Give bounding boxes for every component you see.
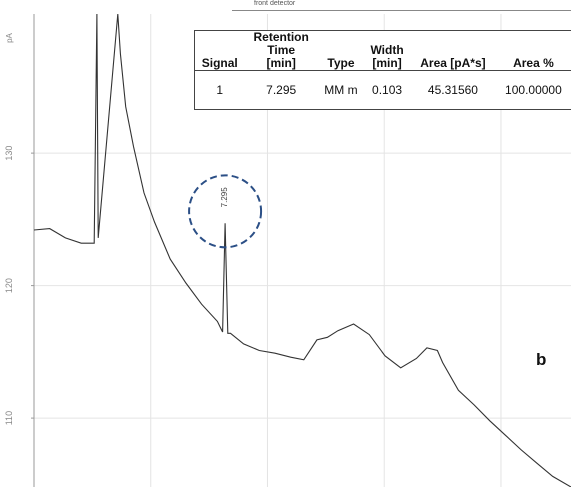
table-header-cell: Width [min] [364,31,410,71]
table-header-row: Signal Retention Time [min] Type Width [min] Ar… [195,31,571,71]
y-axis-label: pA [5,32,14,42]
table-header-text: Area % [513,56,554,70]
top-rule [232,10,571,11]
table-row: 1 7.295 MM m 0.103 45.31560 100.00000 [195,70,571,109]
table-header-cell: Signal [195,31,244,71]
peak-retention-label: 7.295 [220,187,229,208]
table-cell: MM m [317,70,365,109]
peak-results-table: Signal Retention Time [min] Type Width [min] Ar… [194,30,571,110]
table-header-cell: Retention Time [min] [244,31,317,71]
table-body: 1 7.295 MM m 0.103 45.31560 100.00000 [195,70,571,109]
table-header-cell: Type [318,31,364,71]
table-header-text: [min] [266,56,296,70]
table-header-cell: Area % [496,31,571,71]
table-header-text: Type [327,56,355,70]
signal-trace [33,13,571,487]
table-header-text: Time [267,43,296,57]
table-cell: 0.103 [364,70,411,109]
grid-lines [34,14,571,487]
table-header-text: [min] [372,56,402,70]
panel-letter: b [536,350,547,369]
table-header-text: Width [370,43,404,57]
detector-label: front detector [254,0,296,7]
table-header-text: Signal [201,56,238,70]
table-cell: 100.00000 [495,70,571,109]
y-tick-label: 130 [4,146,14,161]
table-header-text: Area [pA*s] [420,56,486,70]
table-header-text: Retention [253,30,309,44]
y-tick-label: 110 [4,411,14,425]
table-cell: 7.295 [244,70,318,109]
table-cell: 1 [195,70,245,109]
y-tick-labels: 110 120 130 [4,146,14,426]
table-cell: 45.31560 [410,70,496,109]
peak-highlight-circle [188,174,263,249]
table-header-cell: Area [pA*s] [410,31,496,71]
axes [31,14,35,487]
y-tick-label: 120 [4,278,14,293]
